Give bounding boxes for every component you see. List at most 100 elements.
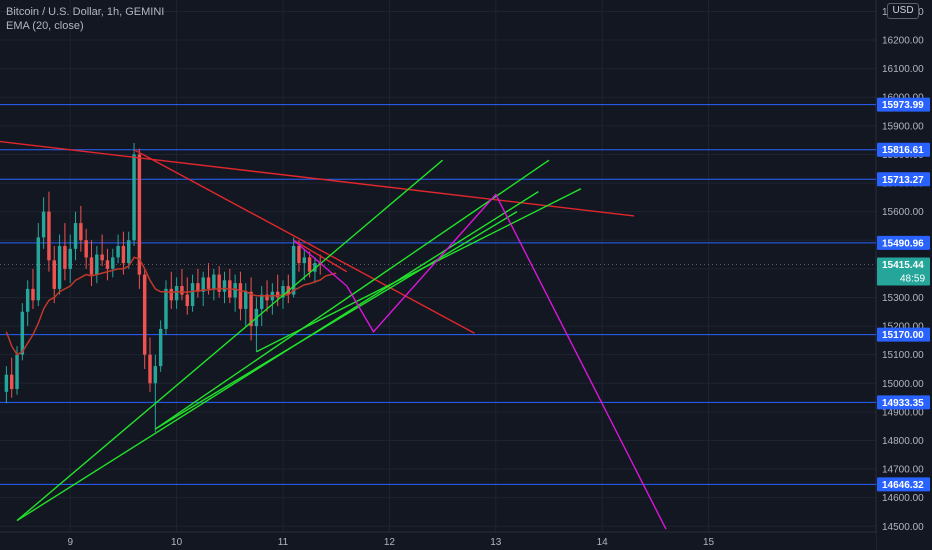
price-tick-label: 14500.00 [882, 522, 924, 533]
candle-body [121, 245, 126, 264]
price-tick-label: 15000.00 [882, 379, 924, 390]
candle-body [57, 245, 62, 289]
candle-body [15, 354, 19, 389]
candle-body [116, 245, 120, 258]
level-price-label: 15816.61 [882, 145, 924, 156]
red-trendline [0, 140, 635, 217]
level-price-label: 15713.27 [882, 175, 924, 186]
time-tick-label: 11 [278, 537, 289, 548]
price-tick-label: 14800.00 [882, 436, 924, 447]
price-tick-label: 15200.00 [882, 322, 924, 333]
price-tick-label: 14700.00 [882, 465, 924, 476]
candle-body [9, 374, 14, 389]
red-trendline [133, 149, 475, 334]
candle-body [307, 257, 312, 272]
level-price-label: 14646.32 [882, 480, 924, 491]
candle-body [84, 240, 88, 258]
candle-body [302, 257, 307, 264]
candle-body [185, 294, 189, 307]
candle-body [52, 260, 56, 289]
level-price-tag [877, 172, 930, 187]
candle-body [244, 291, 248, 309]
time-tick-label: 9 [67, 537, 73, 548]
candle-body [148, 354, 152, 384]
ema-line [5, 256, 337, 356]
candle-body [31, 288, 35, 301]
currency-button[interactable]: USD [887, 3, 919, 19]
level-price-label: 15170.00 [882, 330, 924, 341]
time-axis[interactable]: 9 10 11 12 13 14 15 [0, 533, 876, 550]
time-axis-bg [0, 533, 876, 550]
time-tick-label: 15 [703, 537, 715, 548]
candle-body [206, 277, 211, 289]
green-trendline [154, 211, 518, 430]
candle-body [222, 280, 227, 292]
candle-body [36, 237, 41, 301]
candle-body [25, 288, 30, 312]
candle-body [265, 294, 269, 301]
candle-body [63, 245, 67, 269]
magenta-path [293, 193, 667, 530]
time-tick-label: 12 [384, 537, 396, 548]
candle-body [153, 366, 158, 384]
indicator-label[interactable]: EMA (20, close) [6, 20, 84, 32]
price-tick-label: 16100.00 [882, 64, 924, 75]
candle-body [217, 274, 221, 292]
level-price-label: 15973.99 [882, 100, 924, 111]
last-price-label: 15415.44 [882, 260, 924, 271]
price-tick-label: 15100.00 [882, 350, 924, 361]
time-tick-label: 14 [597, 537, 609, 548]
price-tick-label: 14600.00 [882, 493, 924, 504]
candle-body [291, 245, 296, 295]
level-price-label: 15490.96 [882, 238, 924, 249]
candle-body [47, 211, 51, 261]
candle-body [190, 283, 195, 307]
candle-body [275, 291, 280, 298]
price-axis[interactable]: 16300.0016200.0016100.0016000.0015900.00… [877, 0, 932, 550]
level-price-label: 14933.35 [882, 398, 924, 409]
candle-body [137, 154, 142, 275]
candle-body [233, 283, 237, 298]
candle-body [68, 248, 72, 269]
candle-body [212, 274, 216, 289]
candle-body [297, 245, 301, 264]
chart-legend: Bitcoin / U.S. Dollar, 1h, GEMINI EMA (2… [6, 5, 164, 33]
candle-body [4, 374, 9, 392]
candle-body [127, 240, 131, 264]
candle-body [111, 257, 115, 269]
candle-body [73, 223, 78, 249]
candle-body [180, 286, 184, 295]
time-tick-label: 10 [171, 537, 183, 548]
candle-body [79, 223, 83, 241]
candle-body [174, 286, 179, 301]
drawings [0, 140, 667, 530]
level-price-tag [877, 395, 930, 410]
candle-body [169, 288, 174, 301]
candle-body [158, 328, 163, 367]
candle-body [259, 294, 264, 309]
candle-body [89, 257, 94, 275]
level-price-tag [877, 142, 930, 157]
horizontal-levels [0, 104, 876, 485]
candle-body [201, 277, 205, 292]
red-trendline [293, 239, 348, 273]
price-tick-label: 16200.00 [882, 36, 924, 47]
candles [4, 143, 322, 432]
green-trendline [16, 159, 444, 522]
price-tick-label: 15300.00 [882, 293, 924, 304]
candle-body [249, 291, 253, 327]
level-price-tag [877, 97, 930, 112]
candle-body [196, 283, 200, 292]
candle-body [95, 254, 99, 275]
time-tick-label: 13 [490, 537, 502, 548]
candle-body [164, 288, 168, 329]
price-tick-label: 14900.00 [882, 407, 924, 418]
candle-body [41, 211, 46, 238]
candle-body [281, 286, 285, 298]
candle-body [142, 274, 147, 355]
level-price-tag [877, 327, 930, 342]
candle-body [100, 254, 104, 261]
countdown-label: 48:59 [900, 273, 925, 284]
symbol-title[interactable]: Bitcoin / U.S. Dollar, 1h, GEMINI [6, 6, 165, 18]
